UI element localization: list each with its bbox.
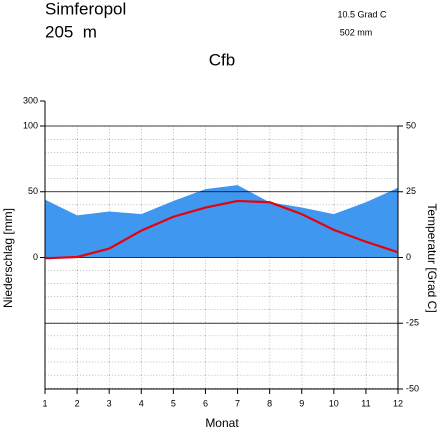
station: Simferopol	[45, 0, 126, 18]
x-tick-label: 5	[171, 398, 176, 408]
y2-label: Temperatur [Grad C]	[425, 203, 439, 312]
annual-precipitation: 502 mm	[340, 27, 373, 37]
x-tick-label: 2	[75, 398, 80, 408]
y-tick-label: 0	[33, 252, 38, 262]
x-tick-label: 11	[361, 398, 370, 408]
y2-tick-label: -50	[406, 383, 419, 393]
x-tick-label: 7	[235, 398, 240, 408]
y-label: Niederschlag [mm]	[1, 208, 15, 308]
elevation: 205 m	[45, 22, 97, 41]
y2-tick-label: 25	[406, 186, 416, 196]
mean-temperature: 10.5 Grad C	[337, 9, 387, 19]
precipitation-area	[45, 185, 398, 258]
x-tick-label: 6	[203, 398, 208, 408]
y2-tick-label: 50	[406, 120, 416, 130]
x-tick-label: 8	[267, 398, 272, 408]
x-tick-label: 12	[393, 398, 403, 408]
y2-tick-label: 0	[406, 252, 411, 262]
x-tick-label: 4	[139, 398, 144, 408]
x-tick-label: 1	[42, 398, 47, 408]
temperature-line	[44, 199, 399, 260]
x-label: Monat	[205, 416, 239, 430]
y2-tick-label: -25	[406, 318, 419, 328]
x-tick-label: 3	[107, 398, 112, 408]
y-tick-label: 300	[23, 95, 38, 105]
climate-class: Cfb	[209, 50, 235, 69]
y-tick-label: 100	[23, 120, 38, 130]
x-tick-label: 9	[299, 398, 304, 408]
y-tick-label: 50	[28, 186, 38, 196]
x-tick-label: 10	[329, 398, 339, 408]
